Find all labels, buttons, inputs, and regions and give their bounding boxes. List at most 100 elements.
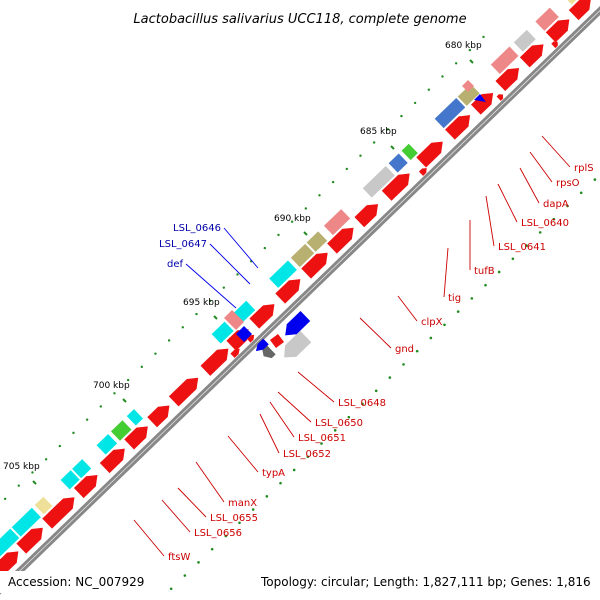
cog-block: [0, 528, 20, 557]
forward-gene-arrow: [327, 227, 354, 254]
forward-gene-arrow: [42, 497, 75, 529]
ring-dot: [306, 455, 310, 459]
gene-label-leader: [223, 227, 259, 269]
scale-label-680: 680 kbp: [445, 41, 482, 51]
scale-tick: [122, 398, 127, 403]
gene-label-leader: [209, 243, 251, 285]
ring-dot: [167, 339, 171, 342]
gene-label-dapa: dapA: [543, 199, 569, 210]
ring-dot: [279, 481, 282, 485]
forward-gene-arrow: [270, 334, 284, 348]
forward-gene-arrow: [545, 19, 570, 43]
ring-dot: [402, 363, 405, 366]
gene-label-leader: [541, 135, 571, 168]
forward-gene-arrow: [381, 173, 410, 201]
forward-gene-arrow: [354, 204, 379, 228]
scale-tick: [303, 231, 308, 236]
ring-dot: [320, 442, 323, 445]
cog-block: [110, 420, 132, 441]
forward-gene-arrow: [124, 426, 148, 450]
forward-gene-arrow: [495, 67, 520, 92]
ring-dot: [454, 62, 458, 65]
forward-gene-arrow: [249, 304, 275, 329]
ring-dot: [566, 204, 569, 208]
cog-block: [290, 243, 315, 268]
genome-title: Lactobacillus salivarius UCC118, complet…: [133, 12, 466, 27]
gene-label-lsl_0655: LSL_0655: [210, 513, 258, 524]
ring-dot: [210, 547, 214, 551]
ring-dot: [263, 246, 267, 250]
ring-dot: [443, 323, 446, 327]
gene-label-lsl_0647: LSL_0647: [159, 239, 207, 250]
ring-dot: [140, 365, 144, 369]
ring-dot: [85, 418, 89, 421]
forward-gene-arrow: [99, 448, 125, 474]
gene-label-leader: [259, 413, 280, 454]
gene-label-leader: [177, 487, 207, 518]
ring-dot: [44, 458, 48, 461]
gene-label-leader: [227, 435, 259, 473]
ring-dot: [126, 378, 130, 382]
cog-block: [490, 46, 519, 74]
reverse-gene-arrow: [462, 80, 474, 92]
gene-label-leader: [443, 247, 449, 298]
gene-label-leader: [161, 499, 191, 533]
ring-dot: [429, 336, 433, 340]
gene-label-manx: manX: [228, 498, 257, 509]
ring-dot: [169, 587, 173, 591]
ring-dot: [579, 191, 583, 195]
gene-label-def: def: [167, 259, 184, 270]
forward-gene-arrow: [445, 115, 471, 140]
forward-gene-arrow: [147, 405, 170, 428]
gene-label-leader: [519, 167, 540, 204]
ring-dot: [318, 194, 321, 197]
forward-gene-arrow: [275, 279, 301, 304]
forward-gene-arrow: [519, 44, 544, 68]
gene-label-leader: [359, 317, 392, 349]
scale-tick: [213, 315, 218, 320]
footer-left-box: [0, 571, 151, 593]
ring-dot: [222, 286, 226, 289]
gene-label-rpls: rplS: [574, 163, 594, 174]
topology-text: Topology: circular; Length: 1,827,111 bp…: [260, 575, 591, 589]
scale-tick: [469, 59, 474, 64]
ring-dot: [484, 283, 487, 287]
cog-block: [567, 0, 577, 5]
gene-label-leader: [497, 183, 518, 223]
cog-block: [96, 434, 118, 455]
ring-dot: [31, 471, 34, 474]
ring-dot: [482, 35, 485, 39]
gene-labels: rplS rpsO dapA LSL_0640 LSL_0641 tufB tig clpX g…: [133, 135, 594, 563]
ring-dot: [3, 497, 7, 501]
ring-dot: [456, 310, 460, 313]
ring-dot: [400, 114, 403, 118]
ring-dot: [593, 178, 597, 181]
forward-gene-arrow: [0, 551, 19, 578]
reverse-gene-arrow: [262, 344, 276, 359]
ring-dot: [511, 257, 515, 261]
forward-gene-arrow: [200, 348, 229, 376]
ring-dot: [265, 495, 269, 498]
ring-dot: [497, 270, 501, 274]
ring-dot: [333, 429, 337, 432]
forward-gene-arrow: [301, 252, 328, 279]
ring-dot: [224, 534, 228, 538]
ring-dot: [72, 431, 75, 435]
ring-dot: [347, 415, 351, 419]
scale-label-695: 695 kbp: [183, 298, 220, 308]
ring-dot: [388, 376, 392, 379]
gene-label-lsl_0652: LSL_0652: [283, 449, 331, 460]
scale-label-690: 690 kbp: [274, 214, 311, 224]
ring-dot: [361, 402, 364, 406]
cog-block: [362, 166, 395, 198]
ring-dot: [197, 561, 200, 564]
gene-label-ftsw: ftsW: [168, 552, 190, 563]
cog-block: [34, 496, 53, 515]
ring-dot: [290, 220, 294, 223]
ring-dot: [236, 273, 239, 276]
scale-label-700: 700 kbp: [93, 381, 130, 391]
gene-label-leader: [529, 151, 553, 183]
